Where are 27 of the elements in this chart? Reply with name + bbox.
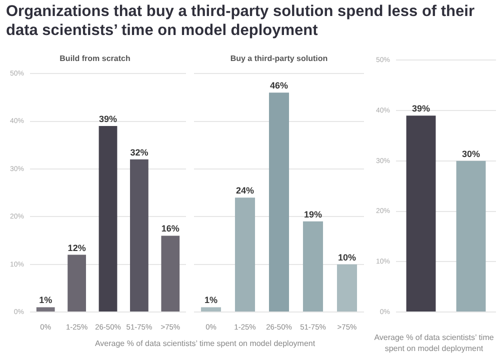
data-label: 16% xyxy=(161,224,180,234)
bar xyxy=(336,264,358,312)
bar xyxy=(302,221,324,312)
chart-subtitle: Buy a third-party solution xyxy=(230,54,328,64)
chart-subtitle: Build from scratch xyxy=(60,54,130,64)
data-label: 46% xyxy=(270,80,288,91)
bar xyxy=(98,126,118,312)
data-label: 1% xyxy=(39,295,52,306)
bar xyxy=(68,254,86,312)
data-label: 39% xyxy=(98,114,118,124)
data-label: 19% xyxy=(304,209,322,220)
bar xyxy=(130,159,148,312)
data-label: 12% xyxy=(68,242,86,253)
x-axis-title: Average % of data scientists’ time spent on model deployment xyxy=(94,339,316,348)
bar xyxy=(268,92,290,312)
bar xyxy=(161,236,180,312)
data-label: 24% xyxy=(236,186,254,196)
data-label: 39% xyxy=(412,104,430,114)
data-label: 30% xyxy=(462,148,480,159)
data-label: 32% xyxy=(130,147,148,158)
text: Organizations that buy a third-party solution spend less of their data scientists’ time on model deployment xyxy=(6,2,476,40)
bar xyxy=(36,307,55,312)
bar xyxy=(200,307,222,312)
x-axis-title: Average % of data scientists’ time spent on model deployment xyxy=(373,332,495,354)
bar xyxy=(234,198,256,312)
data-label: 10% xyxy=(338,252,356,262)
data-label: 1% xyxy=(204,295,218,306)
